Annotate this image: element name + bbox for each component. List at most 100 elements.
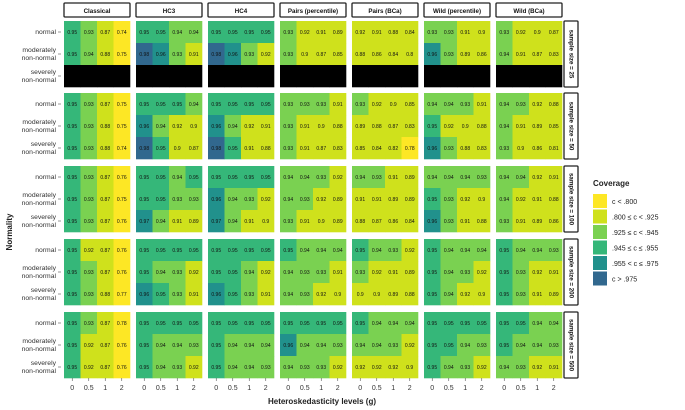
heatmap-cell	[80, 166, 98, 189]
cell-value-label: 0.95	[516, 321, 526, 327]
heatmap-cell	[280, 283, 297, 306]
cell-value-label: 0.95	[211, 343, 221, 349]
heatmap-cell	[329, 356, 347, 379]
heatmap-cell	[80, 312, 98, 335]
cell-value-label: 0.94	[283, 175, 293, 181]
heatmap-cell	[496, 188, 513, 211]
heatmap-cell	[257, 283, 275, 306]
method-label: HC4	[235, 8, 248, 15]
cell-value-label: 0.95	[228, 102, 238, 108]
legend-label: .945 ≤ c ≤ .955	[612, 246, 658, 253]
heatmap-cell	[352, 334, 369, 357]
legend-label: c > .975	[612, 277, 637, 284]
heatmap-cell	[368, 43, 386, 66]
sample-size-label: sample size = 50	[567, 102, 574, 151]
y-tick-label: normal	[35, 174, 56, 181]
cell-value-label: 0.95	[156, 146, 166, 152]
cell-value-label: 0.94	[316, 248, 326, 254]
heatmap-cell	[97, 312, 114, 335]
heatmap-cell	[496, 312, 513, 335]
cell-value-label: 0.95	[300, 321, 310, 327]
heatmap-cell	[113, 65, 131, 88]
cell-value-label: 0.95	[156, 197, 166, 203]
cell-value-label: 0.93	[172, 270, 182, 276]
x-tick-label: 0.5	[156, 385, 166, 392]
cell-value-label: 0.91	[460, 30, 470, 36]
heatmap-cell	[208, 334, 225, 357]
cell-value-label: 0.95	[283, 321, 293, 327]
cell-value-label: 0.95	[211, 270, 221, 276]
heatmap-cell	[280, 312, 297, 335]
cell-value-label: 0.93	[444, 146, 454, 152]
cell-value-label: 0.93	[333, 343, 343, 349]
heatmap-cell	[440, 283, 458, 306]
heatmap-cell	[473, 210, 491, 233]
heatmap-cell	[512, 210, 530, 233]
cell-value-label: 0.89	[333, 197, 343, 203]
cell-value-label: 0.93	[460, 270, 470, 276]
cell-value-label: 0.91	[300, 124, 310, 130]
heatmap-cell	[296, 239, 314, 262]
cell-value-label: 0.93	[499, 30, 509, 36]
cell-value-label: 0.91	[316, 30, 326, 36]
heatmap-cell	[241, 210, 258, 233]
heatmap-cell	[473, 261, 491, 284]
heatmap-cell	[385, 166, 402, 189]
cell-value-label: 0.93	[283, 30, 293, 36]
cell-value-label: 0.92	[84, 343, 94, 349]
heatmap-cell	[352, 166, 369, 189]
cell-value-label: 0.77	[117, 292, 127, 298]
heatmap-cell	[280, 65, 297, 88]
heatmap-cell	[424, 283, 441, 306]
cell-value-label: 0.82	[388, 146, 398, 152]
cell-value-label: 0.94	[189, 30, 199, 36]
heatmap-cell	[352, 210, 369, 233]
cell-value-label: 0.93	[388, 248, 398, 254]
x-tick-label: 1	[535, 385, 539, 392]
cell-value-label: 0.94	[372, 248, 382, 254]
cell-value-label: 0.91	[372, 197, 382, 203]
y-tick-label: normal	[35, 101, 56, 108]
cell-value-label: 0.94	[516, 343, 526, 349]
heatmap-panels: Classical HC3 HC4 Pairs (percentile) Pairs (…	[22, 2, 579, 392]
cell-value-label: 0.93	[300, 365, 310, 371]
cell-value-label: 0.92	[444, 124, 454, 130]
cell-value-label: 0.95	[427, 343, 437, 349]
cell-value-label: 0.93	[172, 292, 182, 298]
heatmap-cell	[352, 312, 369, 335]
cell-value-label: 0.76	[117, 175, 127, 181]
heatmap-cell	[136, 188, 153, 211]
cell-value-label: 0.92	[84, 365, 94, 371]
heatmap-cell	[473, 21, 491, 44]
heatmap-cell	[136, 356, 153, 379]
heatmap-cell	[368, 21, 386, 44]
heatmap-cell	[352, 283, 369, 306]
heatmap-cell	[440, 312, 458, 335]
heatmap-cell	[224, 261, 242, 284]
cell-value-label: 0.9	[390, 102, 397, 108]
heatmap-cell	[257, 166, 275, 189]
heatmap-cell	[169, 283, 186, 306]
heatmap-cell	[440, 210, 458, 233]
heatmap-cell	[545, 137, 563, 160]
heatmap-cell	[64, 239, 81, 262]
heatmap-cell	[313, 188, 330, 211]
heatmap-cell	[545, 210, 563, 233]
heatmap-cell	[208, 312, 225, 335]
heatmap-cell	[280, 137, 297, 160]
y-tick-label: moderately non-normal	[22, 338, 57, 353]
heatmap-cell	[136, 239, 153, 262]
x-tick-label: 2	[552, 385, 556, 392]
cell-value-label: 0.89	[532, 219, 542, 225]
cell-value-label: 0.92	[372, 270, 382, 276]
cell-value-label: 0.92	[316, 197, 326, 203]
heatmap-cell	[257, 65, 275, 88]
cell-value-label: 0.94	[516, 248, 526, 254]
heatmap-cell	[457, 21, 474, 44]
legend-key	[593, 271, 607, 286]
cell-value-label: 0.87	[388, 124, 398, 130]
heatmap-cell	[185, 283, 203, 306]
cell-value-label: 0.93	[549, 343, 559, 349]
cell-value-label: 0.94	[499, 197, 509, 203]
cell-value-label: 0.89	[333, 219, 343, 225]
